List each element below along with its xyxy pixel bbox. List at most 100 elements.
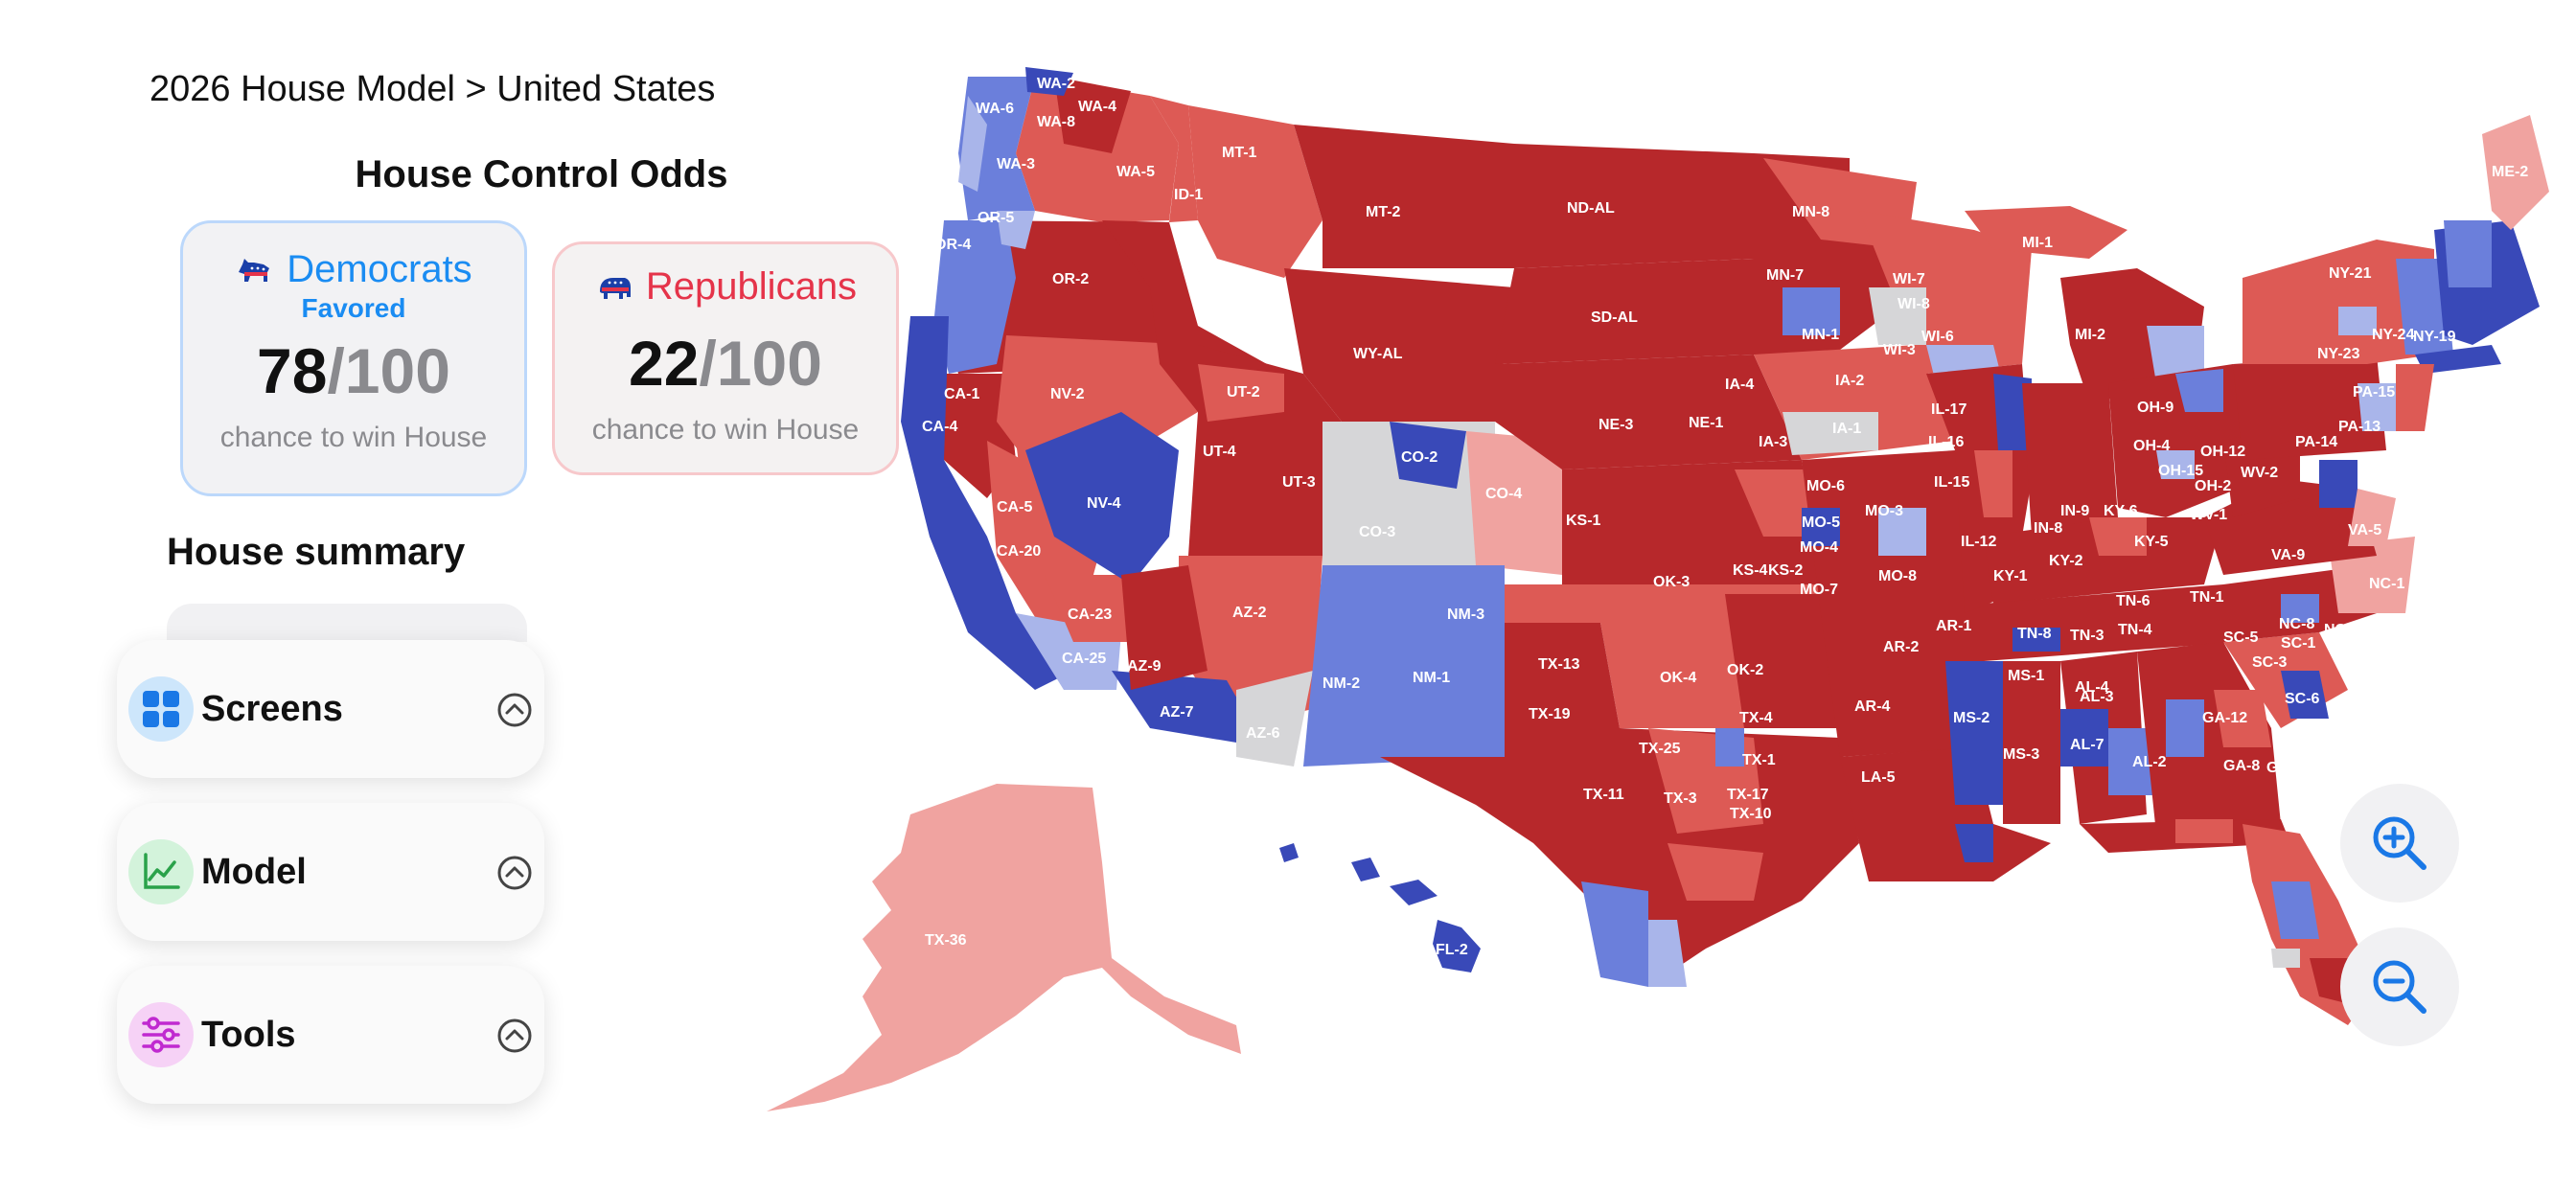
house-summary-card[interactable] (167, 604, 527, 642)
region-sc-6 (2281, 671, 2329, 719)
district-label-ak-al: TX-36 (925, 932, 967, 949)
democrats-label: Democrats (287, 248, 472, 290)
district-label: IL-17 (1931, 401, 1966, 418)
grid-icon (128, 676, 194, 742)
house-summary-title: House summary (167, 531, 466, 573)
district-label: IA-3 (1759, 434, 1787, 450)
region-wa-coast (958, 96, 987, 192)
district-label: IL-16 (1928, 434, 1964, 450)
district-label: CA-5 (997, 499, 1032, 515)
district-label: AR-4 (1854, 698, 1890, 715)
district-label: NM-3 (1447, 606, 1484, 623)
district-label: OK-2 (1727, 662, 1763, 678)
chevron-up-icon[interactable] (496, 855, 533, 891)
district-label: UT-3 (1282, 474, 1316, 491)
region-me (2482, 115, 2549, 230)
zoom-in-button[interactable] (2340, 784, 2459, 903)
region-fl-miami (2271, 949, 2300, 968)
screens-label: Screens (201, 688, 343, 729)
region-la-2 (1955, 824, 1993, 862)
republicans-odds-caption: chance to win House (591, 414, 860, 446)
region-pa (2233, 355, 2386, 460)
district-label: OR-5 (978, 210, 1014, 226)
democrats-odds-card[interactable]: Democrats Favored 78/100 chance to win H… (180, 220, 527, 496)
district-label: KS-4 (1733, 562, 1768, 579)
district-label: SC-1 (2281, 635, 2316, 652)
tools-label: Tools (201, 1014, 296, 1055)
district-label: PA-13 (2338, 419, 2380, 435)
region-tx-28 (1648, 920, 1687, 987)
district-label: TX-3 (1664, 790, 1697, 807)
district-label: PA-14 (2295, 434, 2337, 450)
lower-48-districts[interactable] (901, 67, 2549, 1025)
region-nj (2396, 364, 2434, 431)
district-label: CA-20 (997, 543, 1041, 560)
district-label: NY-19 (2413, 329, 2456, 345)
district-label: NM-2 (1322, 675, 1360, 692)
district-label: WY-AL (1353, 346, 1403, 362)
district-label: NC-1 (2369, 576, 2404, 592)
screens-panel[interactable]: Screens (117, 640, 544, 778)
district-label: NC-7 (2324, 622, 2359, 638)
district-label: OH-15 (2158, 463, 2203, 479)
region-tx-dfw (1715, 728, 1744, 767)
region-az-9 (1121, 565, 1208, 690)
district-label: KY-6 (2104, 503, 2138, 519)
district-label: LA-5 (1861, 769, 1896, 786)
district-label: AZ-6 (1246, 725, 1280, 742)
district-label: OH-12 (2200, 444, 2245, 460)
alaska-shape[interactable] (767, 784, 1241, 1111)
district-label: NY-24 (2372, 327, 2415, 343)
district-label: TX-1 (1742, 752, 1776, 768)
district-label: MS-2 (1953, 710, 1990, 726)
breadcrumb[interactable]: 2026 House Model > United States (150, 69, 716, 109)
elephant-icon (599, 277, 631, 299)
tools-panel[interactable]: Tools (117, 966, 544, 1104)
region-tx-south (1581, 881, 1648, 987)
district-label: TN-6 (2116, 593, 2150, 609)
region-ky (1984, 517, 2223, 604)
region-fl-central (2271, 881, 2319, 939)
region-tn-metro (2012, 628, 2060, 652)
republicans-odds-denominator: /100 (699, 328, 822, 399)
region-ga-12 (2214, 690, 2271, 747)
district-label: ND-AL (1567, 200, 1615, 217)
region-ca-23 (1045, 575, 1140, 642)
district-label: CA-23 (1068, 606, 1112, 623)
district-label: VA-9 (2271, 547, 2305, 563)
region-tx-metro-2 (1668, 843, 1763, 901)
district-label: TX-13 (1538, 656, 1580, 673)
region-wa-4 (1054, 77, 1131, 153)
district-label: CA-25 (1062, 651, 1106, 667)
model-panel[interactable]: Model (117, 803, 544, 941)
district-label: ID-1 (1174, 187, 1203, 203)
zoom-out-button[interactable] (2340, 927, 2459, 1046)
district-label: IA-4 (1725, 377, 1754, 393)
district-label: TN-8 (2017, 626, 2052, 642)
chevron-up-icon[interactable] (496, 1018, 533, 1054)
district-label: SC-5 (2223, 629, 2259, 646)
region-la (1840, 747, 2051, 881)
hawaii-shape[interactable] (1279, 843, 1481, 973)
region-ca-coast (901, 316, 1073, 690)
district-label: SC-3 (2252, 654, 2288, 671)
district-label: NY-23 (2317, 346, 2360, 362)
district-label: OR-2 (1052, 271, 1089, 287)
republicans-odds-card[interactable]: Republicans 22/100 chance to win House (552, 241, 899, 475)
region-nv-4 (1025, 412, 1179, 584)
district-label: CO-2 (1401, 449, 1438, 466)
district-label: TX-19 (1529, 706, 1571, 722)
democrats-odds-caption: chance to win House (219, 422, 488, 453)
district-label: GA-12 (2202, 710, 2247, 726)
region-vt-nh (2444, 220, 2492, 287)
region-mt-2 (1294, 125, 1514, 268)
district-label: MN-7 (1766, 267, 1804, 284)
democrats-odds: 78/100 (183, 339, 524, 402)
chevron-up-icon[interactable] (496, 692, 533, 728)
region-va-east (2348, 489, 2396, 546)
donkey-icon (239, 258, 270, 282)
region-ny (2242, 240, 2434, 364)
region-ny-nyc (2415, 345, 2501, 374)
district-label: UT-2 (1227, 384, 1260, 400)
